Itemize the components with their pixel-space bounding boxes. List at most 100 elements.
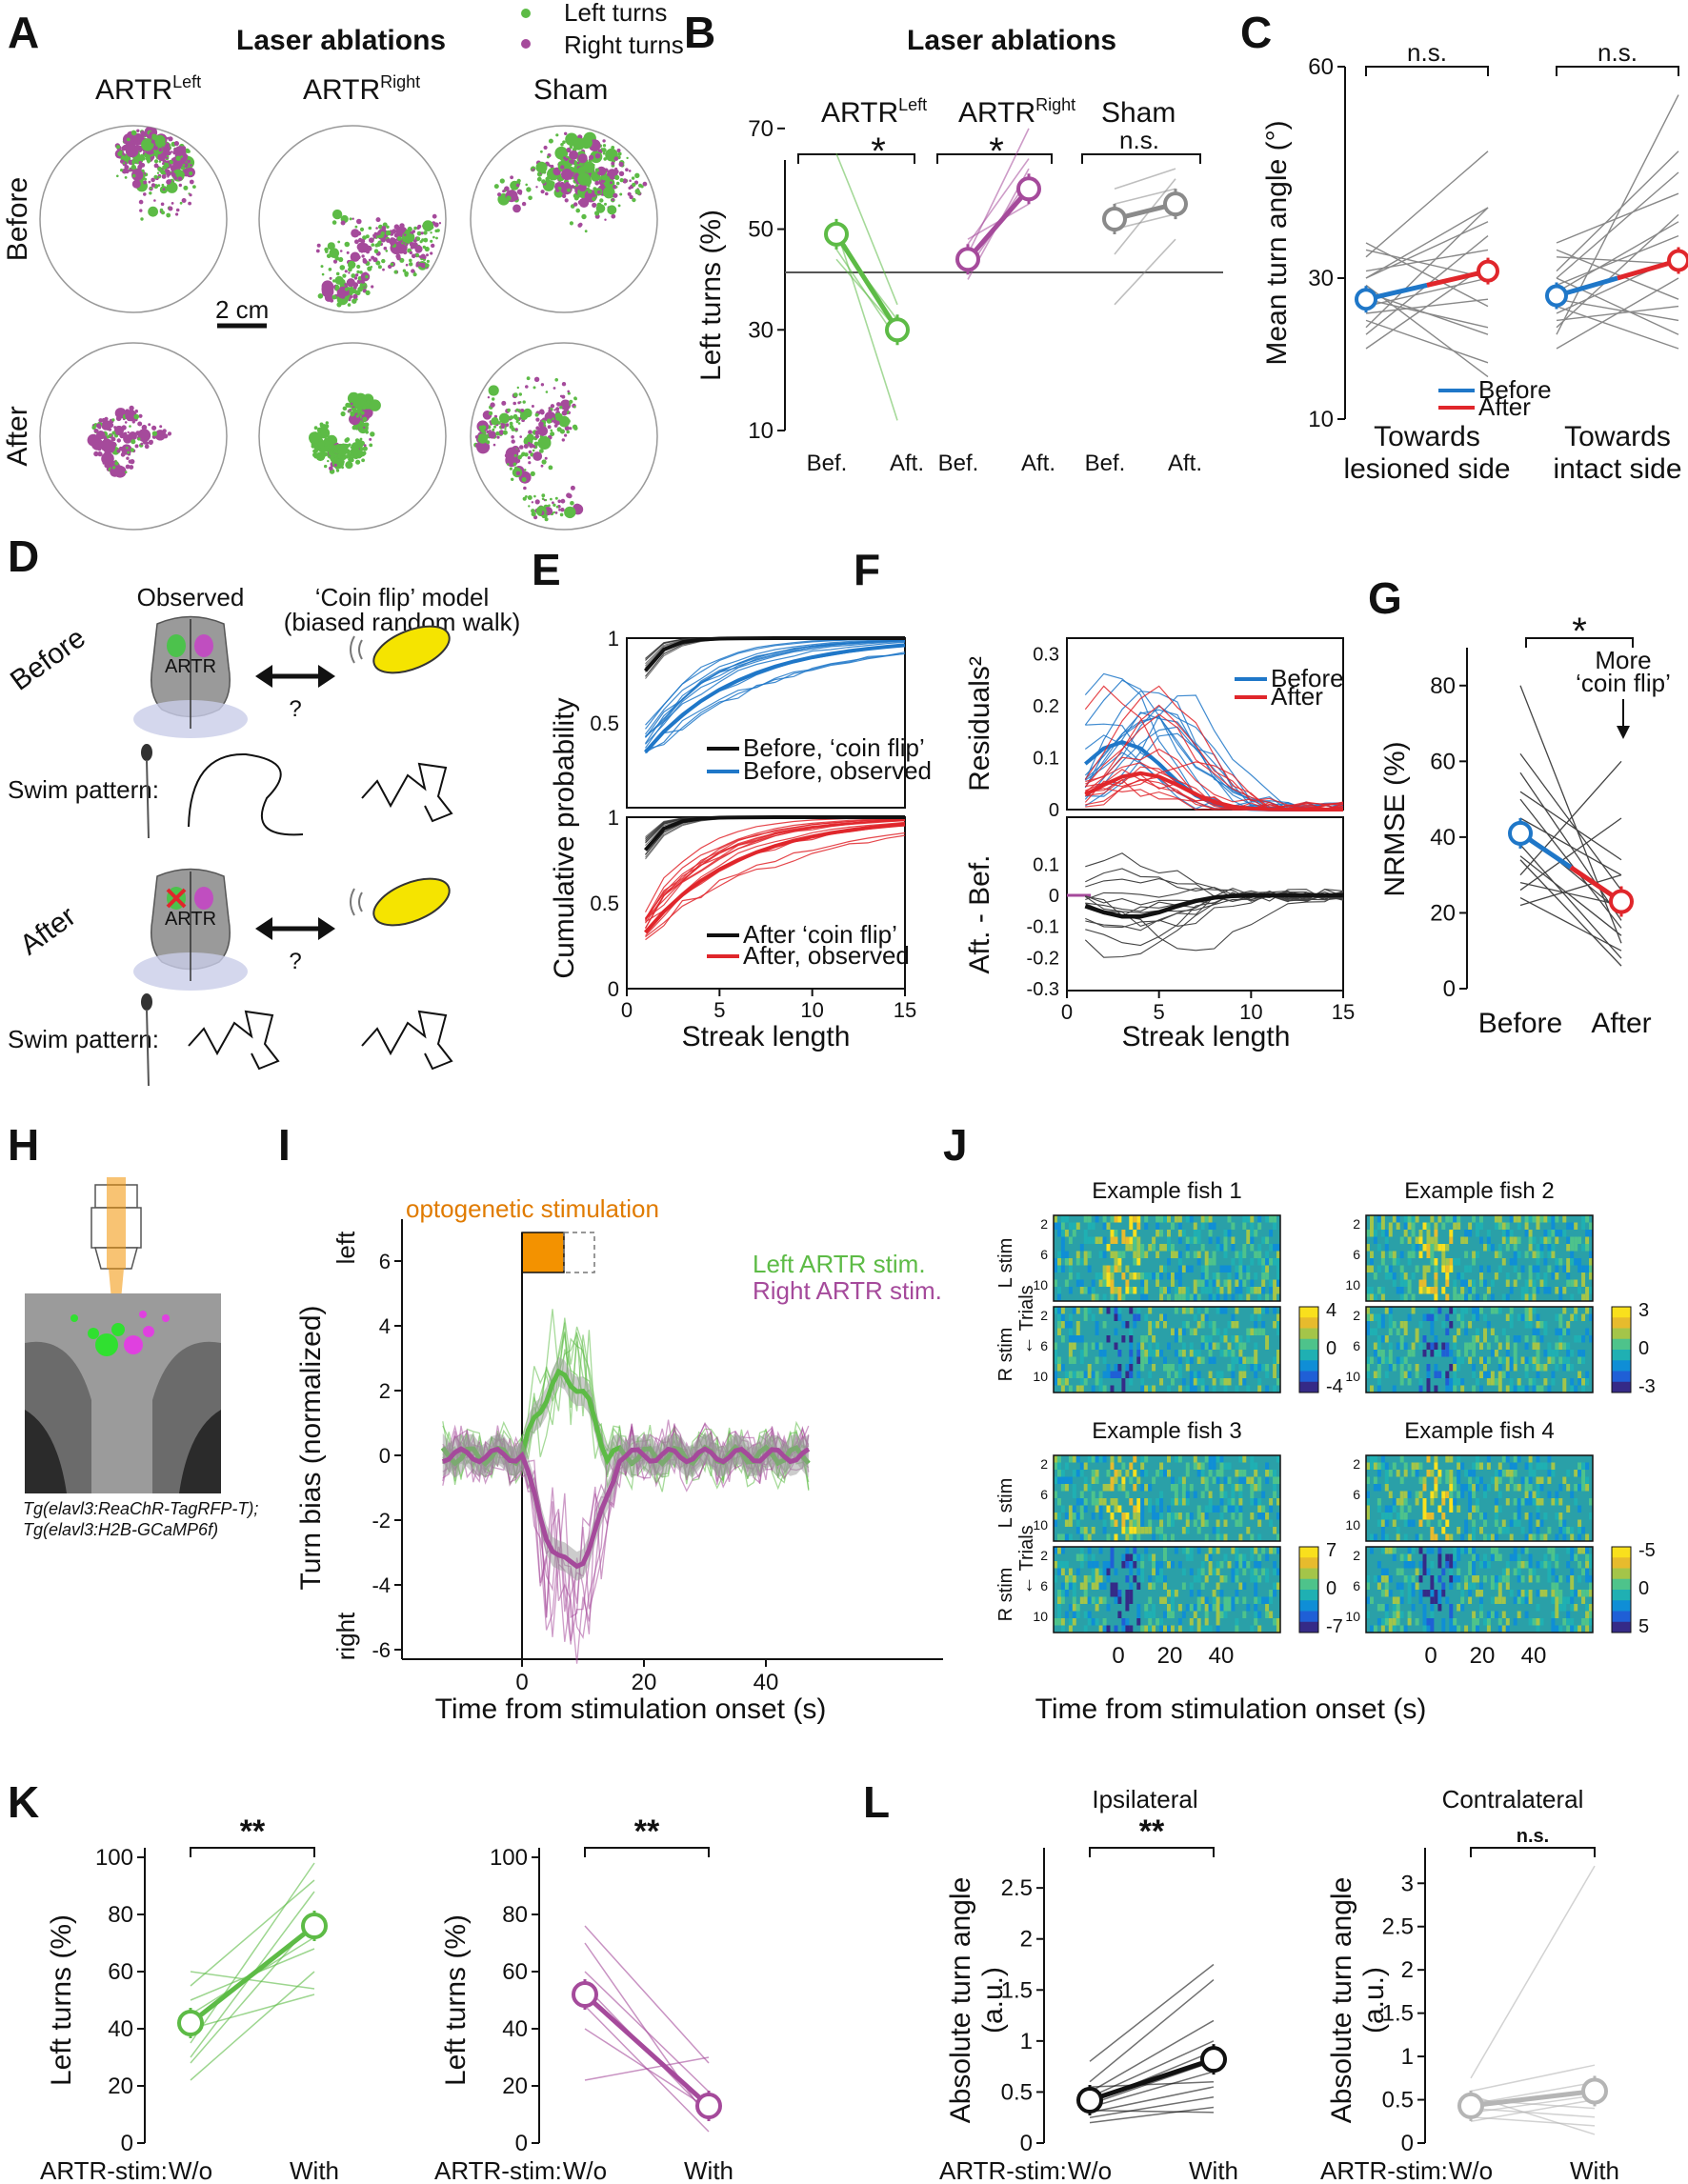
heatmap-cell — [1555, 1328, 1559, 1335]
heatmap-cell — [1370, 1230, 1374, 1237]
heatmap-cell — [1072, 1505, 1076, 1513]
heatmap-cell — [1457, 1328, 1461, 1335]
sig-intact: n.s. — [1598, 38, 1638, 67]
heatmap-cell — [1434, 1258, 1438, 1266]
heatmap-cell — [1155, 1272, 1160, 1280]
heatmap-cell — [1570, 1533, 1575, 1541]
heatmap-cell — [1555, 1236, 1559, 1244]
trajectory-dot — [175, 155, 181, 161]
heatmap-cell — [1246, 1385, 1251, 1393]
heatmap-cell — [1497, 1470, 1502, 1477]
trajectory-dot — [171, 150, 173, 153]
trajectory-dot — [137, 140, 142, 145]
heatmap-cell — [1536, 1519, 1540, 1527]
arena-after-right — [258, 342, 447, 531]
heatmap-cell — [1057, 1611, 1061, 1618]
heatmap-cell — [1513, 1596, 1517, 1604]
heatmap-cell — [1114, 1498, 1118, 1506]
heatmap-cell — [1388, 1625, 1393, 1633]
heatmap-cell — [1189, 1265, 1194, 1272]
heatmap-cell — [1181, 1582, 1186, 1590]
heatmap-cell — [1483, 1356, 1487, 1364]
heatmap-cell — [1250, 1313, 1255, 1321]
fish-line — [1114, 168, 1176, 190]
trajectory-dot — [617, 204, 621, 208]
heatmap-cell — [1223, 1385, 1228, 1393]
heatmap-cell — [1068, 1222, 1073, 1230]
heatmap-cell — [1083, 1342, 1088, 1350]
heatmap-cell — [1441, 1527, 1446, 1534]
heatmap-cell — [1562, 1604, 1567, 1612]
trajectory-dot — [153, 159, 159, 164]
colorbar-tick: 0 — [1326, 1578, 1336, 1599]
heatmap-cell — [1219, 1484, 1224, 1492]
trajectory-dot — [126, 137, 131, 142]
heatmap-cell — [1177, 1335, 1182, 1343]
heatmap-cell — [1434, 1364, 1438, 1372]
heatmap-cell — [1434, 1371, 1438, 1378]
heatmap-cell — [1453, 1618, 1457, 1626]
trajectory-dot — [502, 190, 506, 193]
heatmap-cell — [1083, 1462, 1088, 1470]
trajectory-dot — [311, 444, 315, 449]
heatmap-cell — [1418, 1561, 1423, 1569]
heatmap-cell — [1079, 1279, 1084, 1287]
heatmap-cell — [1204, 1307, 1209, 1314]
heatmap-cell — [1068, 1533, 1073, 1541]
trajectory-dot — [417, 224, 422, 229]
heatmap-cell — [1445, 1455, 1450, 1463]
trajectory-dot — [474, 435, 479, 439]
heatmap-cell — [1384, 1470, 1389, 1477]
heatmap-cell — [1539, 1236, 1544, 1244]
heatmap-cell — [1196, 1470, 1201, 1477]
heatmap-cell — [1370, 1625, 1374, 1633]
trials-label: ← Trials — [1016, 1525, 1037, 1594]
heatmap-cell — [1399, 1625, 1404, 1633]
fish-line — [1556, 277, 1679, 335]
heatmap-cell — [1079, 1470, 1084, 1477]
heatmap-cell — [1396, 1215, 1400, 1223]
trajectory-dot — [126, 446, 129, 450]
heatmap-cell — [1212, 1505, 1216, 1513]
heatmap-cell — [1551, 1590, 1556, 1597]
heatmap-cell — [1434, 1342, 1438, 1350]
trajectory-dot — [515, 420, 519, 424]
trajectory-dot — [181, 198, 187, 203]
trajectory-dot — [317, 293, 324, 299]
heatmap-cell — [1497, 1590, 1502, 1597]
heatmap-cell — [1181, 1321, 1186, 1329]
heatmap-cell — [1250, 1230, 1255, 1237]
heatmap-cell — [1095, 1371, 1099, 1378]
trajectory-dot — [337, 453, 341, 458]
heatmap-cell — [1223, 1265, 1228, 1272]
heatmap-cell — [1566, 1470, 1571, 1477]
heatmap-cell — [1570, 1491, 1575, 1498]
heatmap-cell — [1189, 1618, 1194, 1626]
heatmap-cell — [1528, 1498, 1533, 1506]
heatmap-cell — [1426, 1513, 1431, 1520]
heatmap-cell — [1380, 1527, 1385, 1534]
heatmap-cell — [1437, 1307, 1442, 1314]
heatmap-cell — [1095, 1596, 1099, 1604]
heatmap-cell — [1125, 1279, 1130, 1287]
heatmap-cell — [1555, 1575, 1559, 1583]
heatmap-cell — [1136, 1356, 1141, 1364]
heatmap-cell — [1566, 1279, 1571, 1287]
heatmap-cell — [1250, 1244, 1255, 1252]
heatmap-cell — [1083, 1582, 1088, 1590]
heatmap-cell — [1204, 1265, 1209, 1272]
bracket-intact — [1556, 66, 1679, 76]
heatmap-cell — [1064, 1611, 1069, 1618]
heatmap-cell — [1555, 1582, 1559, 1590]
trajectory-dot — [613, 192, 618, 198]
heatmap-cell — [1476, 1625, 1479, 1633]
trajectory-dot — [153, 163, 159, 169]
heatmap-cell — [1377, 1244, 1381, 1252]
heatmap-cell — [1060, 1222, 1065, 1230]
heatmap-cell — [1227, 1272, 1232, 1280]
heatmap-cell — [1060, 1307, 1065, 1314]
trajectory-dot — [164, 145, 168, 149]
colorbar-segment — [1299, 1381, 1318, 1393]
colorbar-tick: -5 — [1638, 1540, 1656, 1561]
heatmap-cell — [1426, 1568, 1431, 1575]
